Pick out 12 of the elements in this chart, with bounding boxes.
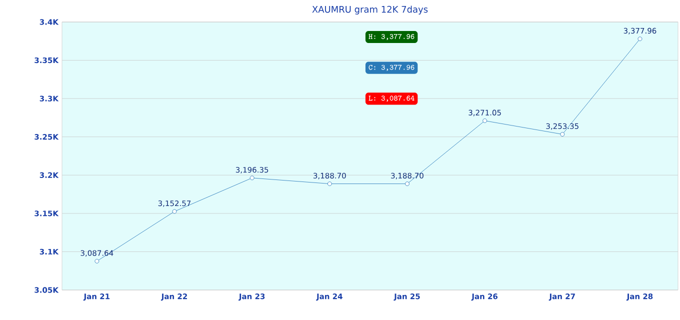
- chart-title: XAUMRU gram 12K 7days: [312, 6, 428, 14]
- annotation: C: 3,377.96: [368, 64, 414, 71]
- point: [94, 258, 100, 264]
- point: [405, 182, 410, 186]
- point: [482, 118, 488, 123]
- point: [327, 182, 332, 186]
- point: [638, 36, 642, 42]
- point: [560, 132, 565, 136]
- point: [250, 176, 254, 180]
- point: [172, 209, 177, 214]
- annotation: L: 3,087.64: [368, 96, 414, 102]
- annotation: H: 3,377.96: [368, 34, 414, 40]
